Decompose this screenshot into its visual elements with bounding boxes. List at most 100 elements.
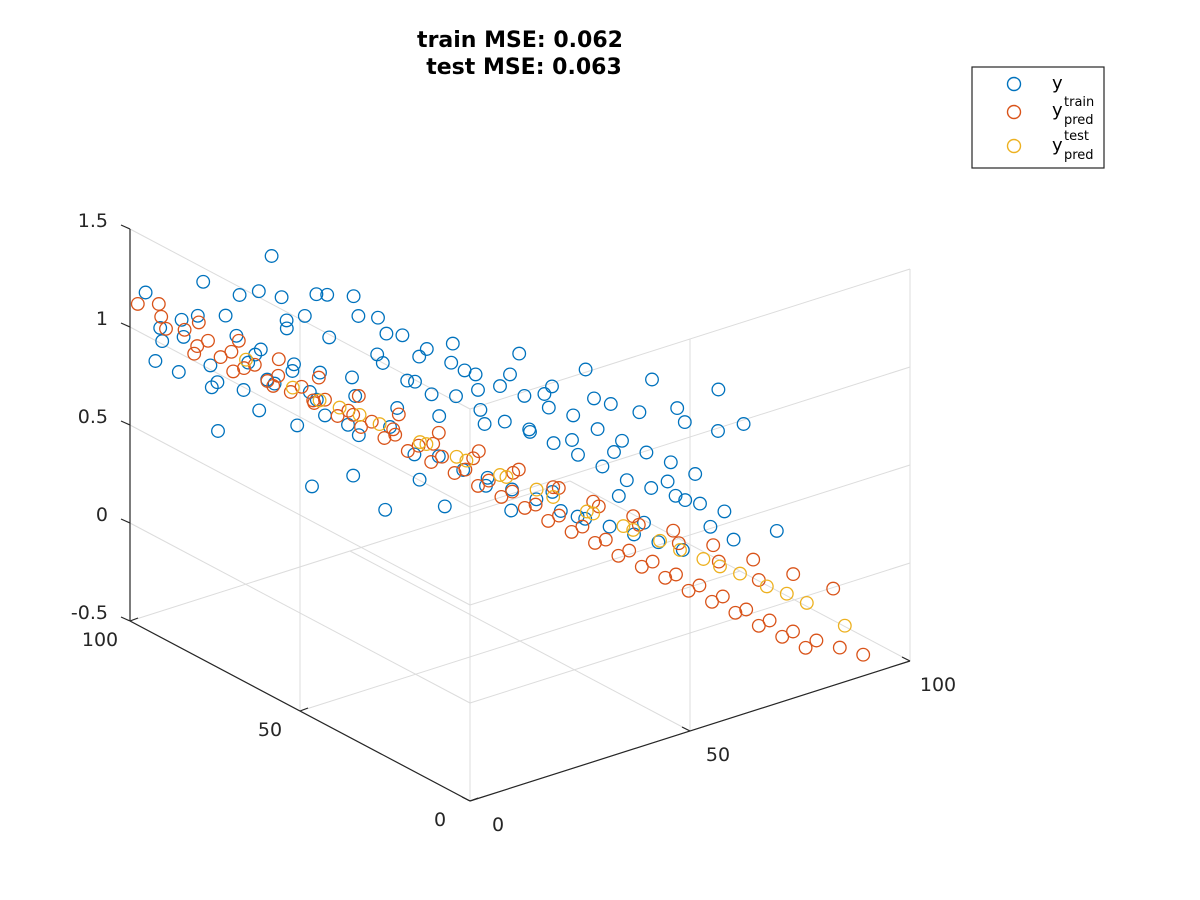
data-point-y_pred_train <box>435 449 449 464</box>
data-point-y_pred_train <box>213 350 228 365</box>
data-point-y <box>445 336 460 351</box>
data-point-y <box>252 403 267 418</box>
data-point-y_pred_test <box>586 506 601 521</box>
data-point-y <box>668 488 683 503</box>
data-point-y_pred_train <box>159 321 173 336</box>
data-point-y_pred_train <box>311 370 326 385</box>
data-point-y_pred_test <box>799 595 814 610</box>
data-point-y <box>148 354 163 368</box>
data-point-y <box>297 308 312 323</box>
data-point-y <box>424 387 439 402</box>
y-tick-label: 50 <box>258 719 282 741</box>
legend-marker-ypred-test <box>1006 138 1022 154</box>
y-tick-mark <box>469 797 479 802</box>
data-point-y <box>313 365 327 380</box>
data-point-y_pred_train <box>177 322 192 337</box>
data-point-y <box>419 342 434 356</box>
data-point-y_pred_train <box>447 466 462 480</box>
data-point-y_pred_test <box>673 543 687 557</box>
data-point-y_pred_train <box>658 570 673 585</box>
data-point-y_pred_test <box>616 519 631 534</box>
data-point-y_pred_train <box>130 296 145 311</box>
data-point-y_pred_train <box>494 489 509 504</box>
data-point-y_pred_train <box>786 567 801 582</box>
data-point-y <box>587 391 601 406</box>
data-point-y <box>174 312 189 327</box>
data-point-y <box>493 379 507 394</box>
data-point-y <box>471 382 485 397</box>
data-point-y_pred_train <box>564 524 579 539</box>
data-point-y <box>345 370 359 385</box>
data-point-y <box>677 415 692 430</box>
data-point-y <box>432 409 447 424</box>
data-point-y_pred_test <box>733 566 747 581</box>
data-point-y <box>603 397 618 411</box>
data-point-y_pred_train <box>318 392 332 407</box>
data-point-y <box>279 321 294 336</box>
x-tick-mark <box>461 796 471 802</box>
data-point-y_pred_train <box>466 451 481 466</box>
data-point-y <box>644 481 659 495</box>
grid-line-floor <box>129 480 571 622</box>
data-point-y_pred_train <box>224 344 239 359</box>
data-point-y <box>287 357 301 372</box>
data-point-y <box>497 414 512 429</box>
data-point-y <box>218 308 233 323</box>
data-point-y_pred_train <box>364 414 379 429</box>
data-point-y <box>711 382 726 397</box>
data-point-y <box>176 329 191 344</box>
data-point-y_pred_train <box>706 538 721 553</box>
data-point-y_pred_train <box>306 393 321 408</box>
data-point-y <box>663 455 678 470</box>
data-point-y <box>153 320 168 335</box>
data-point-y <box>351 309 366 323</box>
data-point-y <box>348 389 363 403</box>
data-point-y <box>264 249 279 263</box>
data-point-y <box>660 474 675 489</box>
data-point-y <box>517 388 532 403</box>
data-point-y <box>615 433 629 448</box>
data-point-y <box>565 433 579 447</box>
data-point-y <box>412 472 427 487</box>
z-tick-mark <box>120 518 131 524</box>
data-point-y_pred_train <box>669 567 683 582</box>
z-tick-label: 0.5 <box>78 406 108 428</box>
data-point-y_pred_train <box>471 478 485 493</box>
y-tick-label: 100 <box>82 629 118 651</box>
data-point-y <box>437 499 452 514</box>
data-point-y <box>285 364 300 378</box>
data-point-y <box>632 405 647 420</box>
data-point-y <box>171 365 186 379</box>
data-point-y_pred_test <box>626 522 641 537</box>
data-point-y <box>346 289 361 304</box>
data-point-y <box>383 420 397 434</box>
data-point-y_pred_train <box>739 602 754 617</box>
data-point-y <box>529 492 544 507</box>
data-point-y <box>504 503 519 518</box>
data-point-y <box>190 308 205 323</box>
chart-title-line-1: train MSE: 0.062 <box>417 28 623 53</box>
data-point-y_pred_train <box>705 594 719 609</box>
data-point-y_pred_test <box>332 400 347 415</box>
data-point-y_pred_train <box>266 378 281 393</box>
data-point-y_pred_train <box>237 361 251 376</box>
data-point-y <box>232 288 247 302</box>
data-point-y <box>693 496 707 511</box>
data-point-y_pred_train <box>431 425 446 440</box>
data-point-y <box>523 424 537 439</box>
data-point-y <box>346 468 361 483</box>
data-point-y <box>639 445 654 460</box>
legend-label-ypred-train-base: y <box>1052 100 1063 121</box>
data-point-y_pred_train <box>711 554 726 569</box>
legend-label-ypred-test-sub: pred <box>1064 148 1094 163</box>
data-point-y <box>290 418 305 433</box>
data-point-y_pred_train <box>424 455 439 469</box>
data-point-y_pred_test <box>759 579 774 594</box>
x-tick-label: 50 <box>706 744 730 766</box>
data-point-y_pred_train <box>634 559 649 574</box>
data-point-y_pred_test <box>413 435 427 450</box>
data-point-y_pred_train <box>588 535 602 550</box>
data-point-y <box>370 347 385 362</box>
plot-area <box>130 249 871 662</box>
